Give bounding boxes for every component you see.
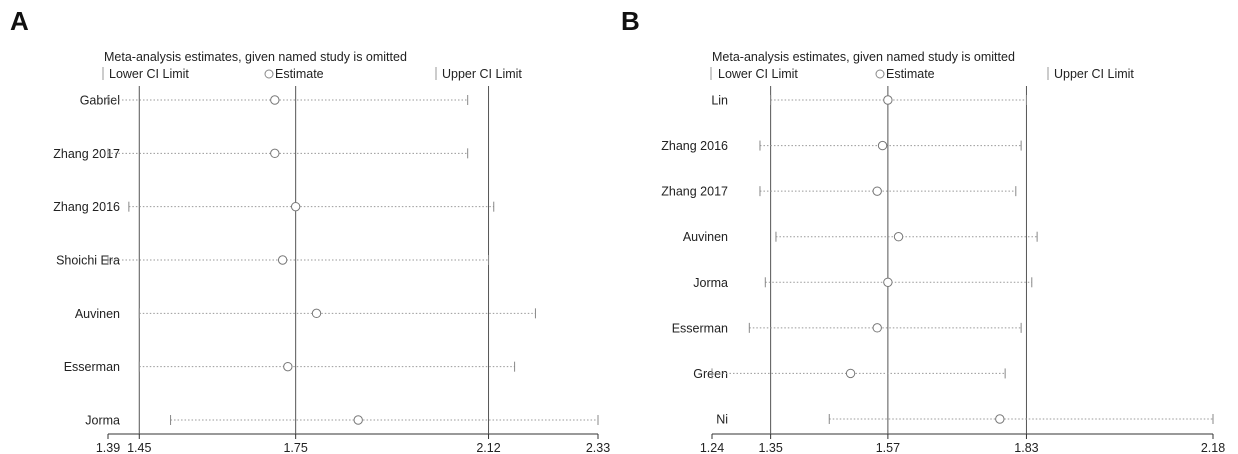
study-label: Auvinen: [683, 230, 728, 244]
legend-estimate-label-b: Estimate: [886, 67, 935, 81]
estimate-point: [877, 140, 888, 151]
x-tick-label: 1.57: [876, 441, 900, 454]
estimate-point: [270, 148, 280, 159]
chart-title-b: Meta-analysis estimates, given named stu…: [712, 50, 1015, 64]
panel-b: B Meta-analysis estimates, given named s…: [621, 6, 1225, 454]
panel-label-b: B: [621, 6, 640, 36]
study-label: Zhang 2017: [53, 147, 120, 161]
estimate-point: [311, 308, 322, 319]
legend-lower-label-a: Lower CI Limit: [109, 67, 189, 81]
estimate-point: [353, 415, 363, 425]
estimate-point: [270, 95, 280, 105]
estimate-point: [995, 414, 1005, 424]
legend-estimate-marker-a: [264, 69, 274, 79]
estimate-point: [283, 361, 293, 372]
x-tick-label: 1.75: [283, 441, 307, 454]
study-label: Zhang 2016: [661, 139, 728, 153]
legend-a: Lower CI Limit Estimate Upper CI Limit: [102, 67, 522, 81]
legend-upper-label-b: Upper CI Limit: [1054, 67, 1134, 81]
chart-title-a: Meta-analysis estimates, given named stu…: [104, 50, 407, 64]
study-label: Jorma: [85, 414, 120, 428]
x-tick-label: 1.45: [127, 441, 151, 454]
x-tick-label: 2.33: [586, 441, 610, 454]
study-label: Jorma: [693, 276, 728, 290]
study-label: Esserman: [64, 360, 120, 374]
estimate-point: [883, 277, 893, 287]
estimate-point: [893, 232, 904, 242]
study-label: Gabriel: [80, 94, 120, 108]
plot-area-a: 1.39 1.45 1.75 2.12 2.33 Gabriel Zhang 2017 Zha…: [53, 86, 610, 454]
panel-label-a: A: [10, 6, 29, 36]
legend-b: Lower CI Limit Estimate Upper CI Limit: [710, 67, 1134, 81]
estimate-point: [845, 368, 856, 379]
plot-area-b: 1.24 1.35 1.57 1.83 2.18 Lin Zhang 2016 Zhang 2…: [661, 86, 1225, 454]
study-label: Shoichi Era: [56, 254, 120, 268]
study-label: Green: [693, 367, 728, 381]
x-tick-label: 1.35: [758, 441, 782, 454]
study-label: Ni: [716, 413, 728, 427]
estimate-point: [872, 186, 882, 196]
legend-upper-label-a: Upper CI Limit: [442, 67, 522, 81]
estimate-point: [277, 255, 288, 265]
estimate-point: [883, 95, 893, 105]
x-tick-label: 1.83: [1014, 441, 1038, 454]
estimate-point: [290, 201, 301, 212]
study-label: Esserman: [672, 321, 728, 335]
estimate-point: [872, 323, 882, 333]
legend-lower-label-b: Lower CI Limit: [718, 67, 798, 81]
legend-estimate-label-a: Estimate: [275, 67, 324, 81]
study-label: Zhang 2016: [53, 200, 120, 214]
x-tick-label: 2.12: [476, 441, 500, 454]
x-tick-label: 2.18: [1201, 441, 1225, 454]
legend-estimate-marker-b: [875, 69, 885, 79]
x-tick-label: 1.24: [700, 441, 724, 454]
study-label: Auvinen: [75, 307, 120, 321]
study-label: Zhang 2017: [661, 185, 728, 199]
x-tick-label: 1.39: [96, 441, 120, 454]
panel-a: A Meta-analysis estimates, given named s…: [10, 6, 610, 454]
study-label: Lin: [711, 94, 728, 108]
